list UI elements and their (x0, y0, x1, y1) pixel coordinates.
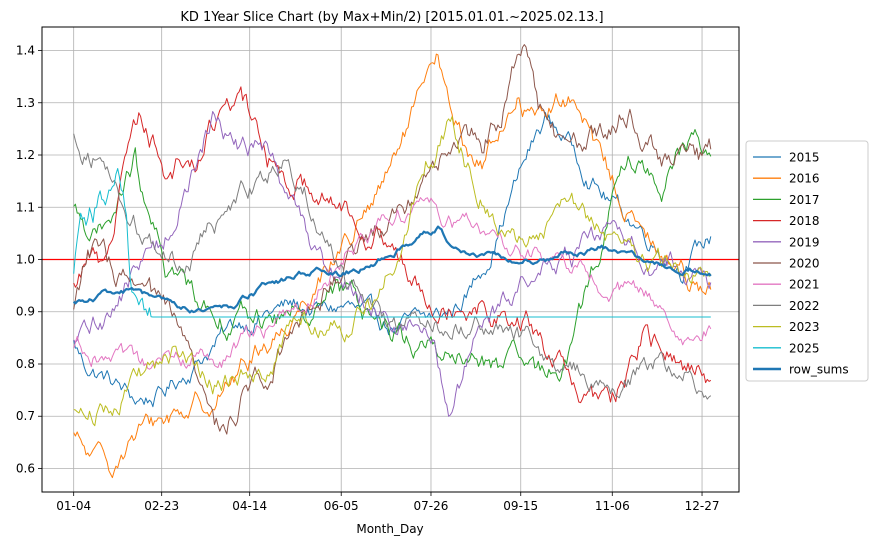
legend-label: 2017 (789, 193, 820, 207)
axes: 0.6 0.7 0.8 0.9 1.0 1.1 1.2 1.3 1.4 01-04 02-23 04-… (16, 44, 720, 513)
series-line-2022 (73, 133, 712, 400)
y-tick-label: 0.8 (16, 357, 35, 371)
y-tick-label: 0.6 (16, 461, 35, 475)
legend-label: 2015 (789, 151, 820, 165)
legend-label: 2023 (789, 320, 820, 334)
legend-label: 2021 (789, 278, 820, 292)
series-line-2019 (73, 111, 712, 417)
legend: 2015 2016 2017 2018 2019 2020 2021 2022 2023 2025… (745, 140, 869, 382)
x-axis-label: Month_Day (356, 522, 423, 536)
x-tick-label: 11-06 (595, 499, 630, 513)
series-line-2023 (73, 116, 712, 427)
series-line-row_sums (72, 225, 712, 314)
x-tick-label: 04-14 (232, 499, 267, 513)
legend-label: row_sums (789, 363, 849, 377)
legend-label: 2020 (789, 257, 820, 271)
chart-title: KD 1Year Slice Chart (by Max+Min/2) [201… (180, 10, 603, 25)
series-line-2021 (73, 197, 712, 370)
y-tick-label: 1.2 (16, 148, 35, 162)
y-tick-label: 0.7 (16, 409, 35, 423)
legend-frame (745, 140, 869, 382)
x-tick-label: 07-26 (414, 499, 449, 513)
legend-label: 2022 (789, 299, 820, 313)
series-line-2016 (73, 53, 712, 479)
x-tick-label: 01-04 (56, 499, 91, 513)
x-tick-label: 06-05 (324, 499, 359, 513)
series-group (72, 44, 712, 479)
legend-label: 2019 (789, 235, 820, 249)
x-tick-label: 09-15 (503, 499, 538, 513)
legend-label: 2016 (789, 172, 820, 186)
series-line-2018 (73, 86, 712, 404)
x-tick-label: 02-23 (144, 499, 179, 513)
series-line-2020 (73, 44, 712, 435)
y-tick-label: 1.1 (16, 200, 35, 214)
y-tick-label: 1.4 (16, 44, 35, 58)
series-line-2025 (73, 168, 711, 318)
x-tick-label: 12-27 (685, 499, 720, 513)
legend-label: 2025 (789, 341, 820, 355)
y-tick-label: 0.9 (16, 305, 35, 319)
plot-frame (41, 26, 740, 493)
series-line-2015 (73, 112, 712, 408)
legend-label: 2018 (789, 214, 820, 228)
y-tick-label: 1.0 (16, 253, 35, 267)
y-tick-label: 1.3 (16, 96, 35, 110)
